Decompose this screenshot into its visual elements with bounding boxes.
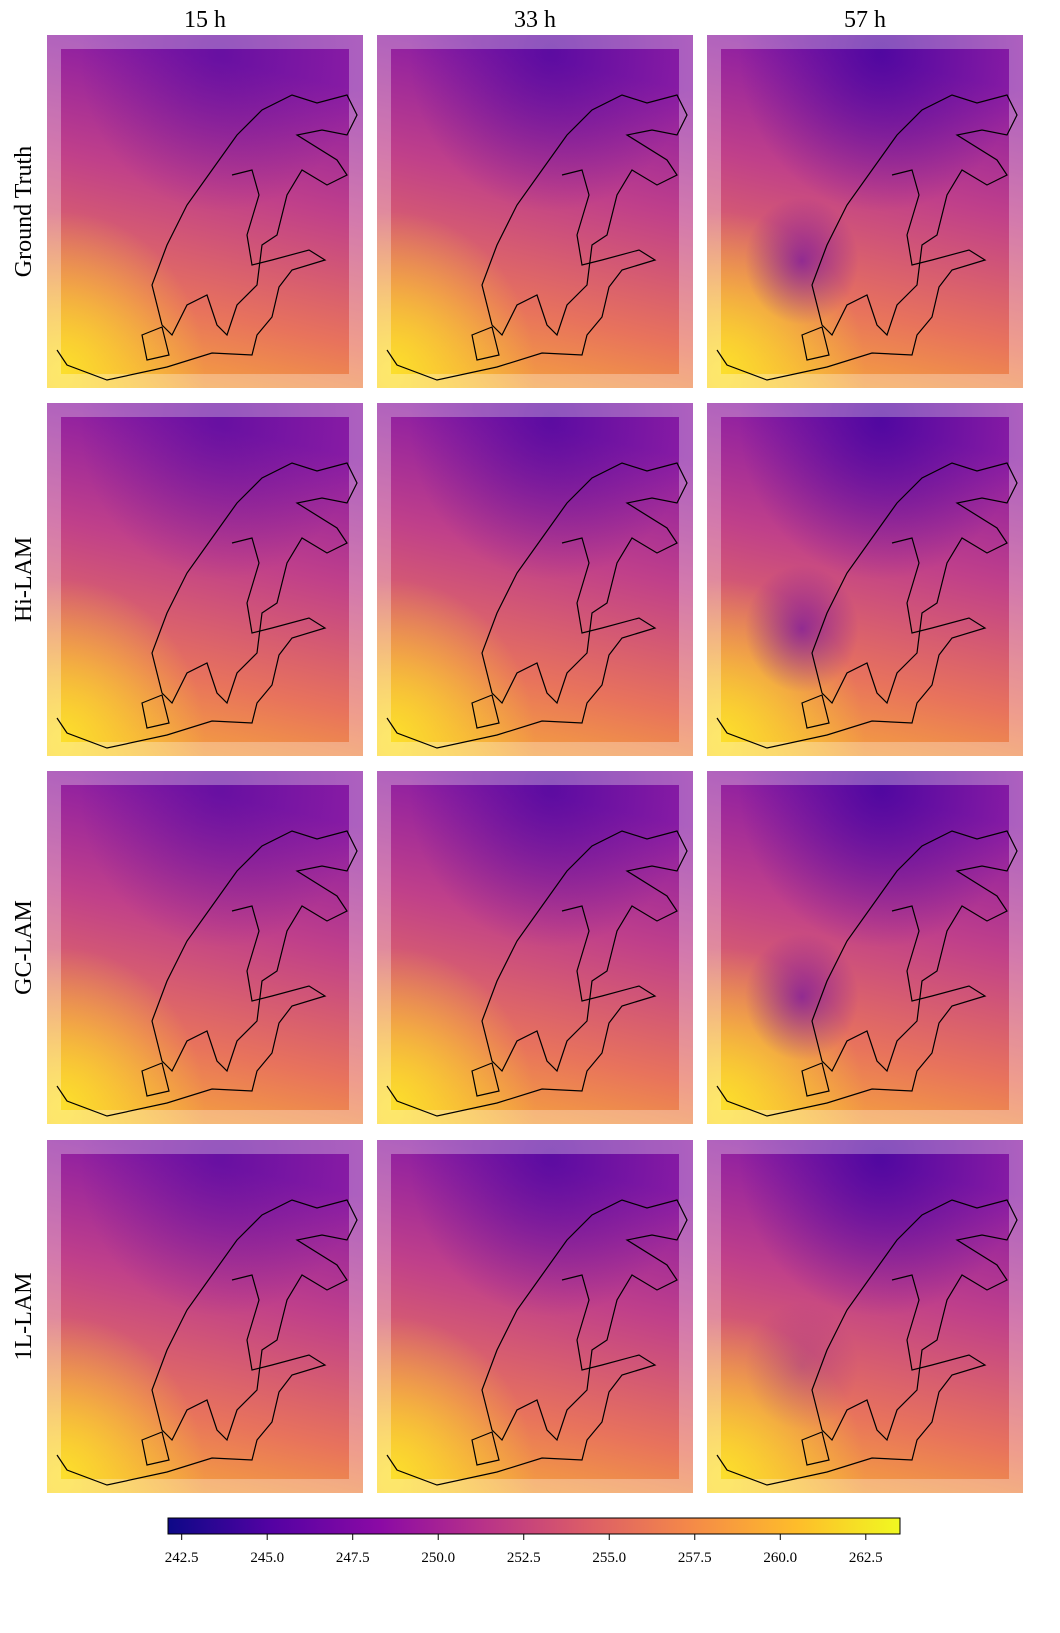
map-warm xyxy=(47,35,363,388)
map-panel xyxy=(47,403,363,756)
map-panel xyxy=(377,403,693,756)
colorbar-tick-label: 252.5 xyxy=(507,1550,541,1566)
map-frame xyxy=(377,1140,693,1493)
map-frame xyxy=(377,403,693,756)
colorbar-tick-label: 247.5 xyxy=(336,1550,370,1566)
row-label: 1L-LAM xyxy=(11,1273,37,1361)
colorbar-tick-label: 255.0 xyxy=(592,1550,626,1566)
map-panel xyxy=(377,771,693,1124)
map-low xyxy=(707,771,1023,1124)
map-panel xyxy=(377,1140,693,1493)
map-warm xyxy=(377,35,693,388)
map-frame xyxy=(47,403,363,756)
colorbar xyxy=(167,1517,901,1535)
map-frame xyxy=(47,1140,363,1493)
row-label: GC-LAM xyxy=(11,900,37,995)
map-frame xyxy=(377,35,693,388)
colorbar-tick-label: 250.0 xyxy=(421,1550,455,1566)
map-warm xyxy=(47,403,363,756)
map-warm xyxy=(377,1140,693,1493)
map-warm xyxy=(377,403,693,756)
colorbar-tick-label: 242.5 xyxy=(165,1550,199,1566)
map-panel xyxy=(707,1140,1023,1493)
map-low xyxy=(707,35,1023,388)
colorbar-tick-label: 262.5 xyxy=(849,1550,883,1566)
column-title: 33 h xyxy=(514,7,556,33)
row-label: Hi-LAM xyxy=(11,537,37,622)
map-low xyxy=(707,1140,1023,1493)
column-title: 57 h xyxy=(844,7,886,33)
map-frame xyxy=(707,771,1023,1124)
colorbar-tick-label: 257.5 xyxy=(678,1550,712,1566)
map-panel xyxy=(707,403,1023,756)
map-panel xyxy=(377,35,693,388)
map-warm xyxy=(47,771,363,1124)
map-frame xyxy=(47,35,363,388)
map-panel xyxy=(47,771,363,1124)
map-low xyxy=(707,403,1023,756)
map-frame xyxy=(707,1140,1023,1493)
row-label: Ground Truth xyxy=(11,146,37,277)
map-frame xyxy=(707,403,1023,756)
map-warm xyxy=(47,1140,363,1493)
colorbar-tick-label: 245.0 xyxy=(250,1550,284,1566)
map-panel xyxy=(707,35,1023,388)
map-panel xyxy=(47,35,363,388)
map-warm xyxy=(377,771,693,1124)
map-frame xyxy=(707,35,1023,388)
map-panel xyxy=(47,1140,363,1493)
map-panel xyxy=(707,771,1023,1124)
map-frame xyxy=(377,771,693,1124)
map-frame xyxy=(47,771,363,1124)
colorbar-tick-label: 260.0 xyxy=(763,1550,797,1566)
column-title: 15 h xyxy=(184,7,226,33)
